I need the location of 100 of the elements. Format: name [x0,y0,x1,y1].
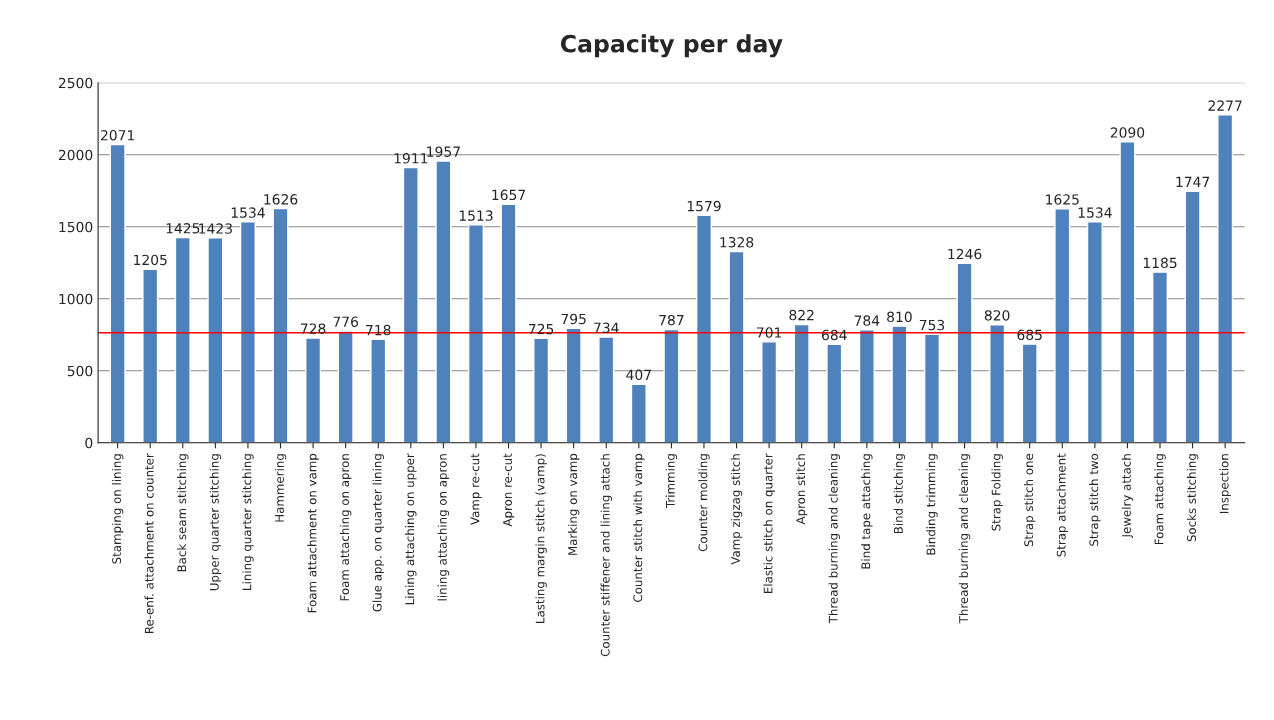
bar [435,160,452,443]
data-label: 820 [984,310,1010,321]
y-tick-label: 2000 [58,149,93,161]
x-tick-label: Thread burning and cleaning [958,454,971,624]
bar [109,143,126,443]
bar [923,333,941,443]
x-tick-label: Apron stitch [795,454,808,525]
data-label: 407 [626,369,651,381]
data-label: 725 [528,323,554,335]
data-label: 1328 [720,236,754,248]
chart-title: Capacity per day [560,34,783,58]
x-tick-label: Binding trimming [926,454,938,555]
bar [891,325,908,443]
x-tick-label: Marking on vamp [567,453,580,555]
bar [370,338,387,443]
bar [761,341,778,443]
bar [272,207,289,443]
x-tick-label: Strap stitch one [1024,453,1036,547]
data-label: 795 [561,313,586,325]
x-tick-label: Stamping on lining [111,454,124,564]
x-tick-label: Strap Folding [991,454,1003,531]
bar [402,166,419,443]
bar [598,336,615,443]
data-label: 2090 [1110,127,1145,138]
data-label: 1579 [687,200,721,212]
data-label: 2071 [100,129,135,141]
data-label: 1911 [394,153,428,164]
data-label: 2277 [1208,100,1242,111]
data-label: 1425 [166,223,200,234]
x-tick-label: Glue app. on quarter lining [372,454,384,612]
x-tick-label: Lasting margin stitch (vamp) [535,454,547,623]
y-tick-label: 1000 [59,293,93,305]
x-tick-label: Lining attaching on upper [405,453,417,605]
data-label: 1534 [231,207,265,218]
bar [1151,271,1169,443]
bar [239,221,256,443]
x-tick-label: Apron re-cut [503,453,515,527]
y-tick-label: 0 [85,437,93,449]
x-tick-label: Vamp re-cut [470,453,482,525]
x-tick-label: Back seam stitching [177,454,189,572]
data-label: 1246 [948,248,982,260]
data-label: 1185 [1143,257,1177,269]
x-tick-label: Trimming [665,454,678,509]
data-label: 734 [594,322,619,334]
x-tick-label: Vamp zigzag stitch [730,454,743,565]
x-tick-label: Foam attachment on vamp [307,453,319,613]
x-tick-label: Re-enf. attachment on counter [144,453,154,634]
bar [1086,221,1103,443]
data-label: 1423 [199,223,232,234]
x-tick-label: Hammering [274,454,287,522]
bar [858,329,875,443]
x-tick-label: Elastic stitch on quarter [763,453,775,594]
bar [305,337,322,443]
data-label: 1205 [134,254,167,266]
x-tick-label: Foam attaching [1154,454,1166,545]
bar [956,262,973,443]
y-tick-label: 1500 [59,221,93,233]
y-tick-label: 500 [67,365,93,377]
bar [174,236,191,443]
data-label: 787 [659,314,684,326]
y-tick-label: 2500 [58,77,93,89]
data-label: 1513 [459,210,493,221]
data-label: 1534 [1078,207,1112,218]
data-label: 810 [887,311,912,323]
bar [826,343,843,443]
x-tick-label: Strap stitch two [1089,453,1101,546]
data-label: 753 [919,319,945,331]
data-label: 1657 [492,189,526,201]
bar [1119,141,1136,443]
bar [467,224,484,443]
x-tick-label: Counter stitch with vamp [633,453,645,602]
bar [142,268,159,443]
x-tick-label: Inspection [1219,454,1231,514]
bar [337,330,354,443]
bar [1021,343,1038,443]
bar [695,214,712,443]
x-tick-label: Socks stitching [1186,454,1199,542]
x-tick-label: Counter molding [698,454,710,552]
bar [565,327,582,443]
bar [533,337,550,443]
data-label: 822 [789,309,814,321]
bar [663,328,680,443]
data-label: 1626 [264,194,298,205]
bar [1054,208,1071,443]
x-tick-label: Bind stitching [893,454,906,534]
x-tick-label: Counter stiffener and lining attach [600,454,612,657]
data-label: 784 [854,315,880,326]
x-tick-label: Thread burning and cleaning [828,454,840,624]
data-label: 1747 [1176,176,1210,187]
data-label: 776 [333,316,359,327]
bar [207,237,224,443]
bar [1217,114,1234,443]
x-tick-label: Strap attachment [1056,453,1068,557]
x-tick-label: Upper quarter stitching [209,454,222,591]
x-tick-label: Bind tape attaching [861,454,873,569]
x-tick-label: lining attaching on apron [437,454,450,601]
bar [989,324,1006,443]
data-label: 1625 [1046,194,1079,205]
bar [793,323,810,443]
x-tick-label: Foam attaching on apron [339,454,352,601]
